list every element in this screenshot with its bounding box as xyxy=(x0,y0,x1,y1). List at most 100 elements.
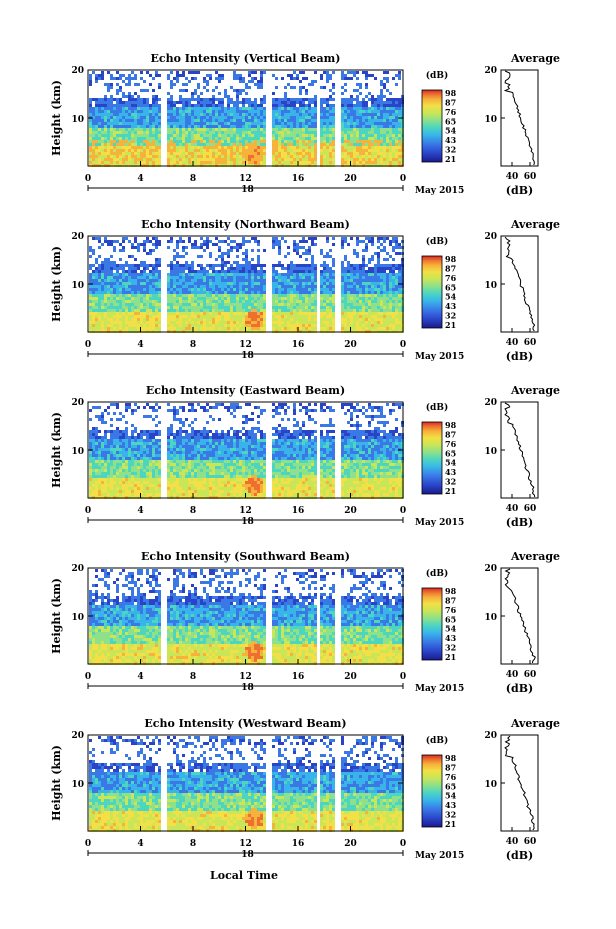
x-tick-label: 0 xyxy=(85,672,91,682)
profile-y-tick: 10 xyxy=(484,613,497,623)
x-tick-label: 16 xyxy=(292,340,305,350)
profile-x-tick: 40 xyxy=(506,504,519,514)
x-tick-label: 0 xyxy=(85,839,91,849)
colorbar-tick-label: 65 xyxy=(445,448,456,458)
colorbar-tick-label: 54 xyxy=(445,126,457,136)
heatmap xyxy=(89,403,404,499)
month-label: May 2015 xyxy=(415,352,464,362)
x-tick-label: 0 xyxy=(400,672,406,682)
x-tick-label: 0 xyxy=(400,839,406,849)
month-label: May 2015 xyxy=(415,684,464,694)
profile-x-tick: 40 xyxy=(506,670,519,680)
y-tick-label: 20 xyxy=(71,398,84,408)
y-axis-label: Height (km) xyxy=(50,246,63,322)
profile-title: Average xyxy=(510,218,560,231)
x-tick-label: 16 xyxy=(292,174,305,184)
profile-y-tick: 10 xyxy=(484,447,497,457)
panel-title: Echo Intensity (Northward Beam) xyxy=(141,218,350,231)
colorbar-tick-label: 76 xyxy=(445,605,457,615)
x-tick-label: 20 xyxy=(344,174,357,184)
date-label: 18 xyxy=(241,683,254,693)
profile-title: Average xyxy=(510,384,560,397)
date-label: 18 xyxy=(241,850,254,860)
x-tick-label: 0 xyxy=(85,174,91,184)
date-label: 18 xyxy=(241,517,254,527)
x-tick-label: 0 xyxy=(400,340,406,350)
profile-frame xyxy=(500,69,539,167)
y-tick-label: 20 xyxy=(71,66,84,76)
colorbar-tick-label: 87 xyxy=(445,263,456,273)
x-tick-label: 8 xyxy=(190,340,196,350)
colorbar-tick-label: 32 xyxy=(445,311,456,321)
profile-line xyxy=(503,70,535,166)
profile-y-tick: 20 xyxy=(484,398,497,408)
x-tick-label: 4 xyxy=(137,672,143,682)
colorbar-unit: (dB) xyxy=(426,402,448,413)
colorbar xyxy=(421,421,443,495)
y-tick-label: 10 xyxy=(71,447,84,457)
colorbar xyxy=(421,89,443,163)
profile-line xyxy=(504,735,535,831)
x-tick-label: 8 xyxy=(190,672,196,682)
colorbar-tick-label: 54 xyxy=(445,791,457,801)
profile-line xyxy=(504,236,536,332)
panel-title: Echo Intensity (Southward Beam) xyxy=(141,550,350,563)
colorbar-tick-label: 98 xyxy=(445,753,457,763)
y-tick-label: 10 xyxy=(71,780,84,790)
colorbar xyxy=(421,255,443,329)
profile-x-tick: 60 xyxy=(524,670,537,680)
profile-y-tick: 10 xyxy=(484,115,497,125)
panel-2: Echo Intensity (Eastward Beam) 20 10 Height… xyxy=(50,384,560,529)
profile-title: Average xyxy=(510,550,560,563)
colorbar-tick-label: 98 xyxy=(445,586,457,596)
profile-x-tick: 60 xyxy=(524,504,537,514)
y-axis-label: Height (km) xyxy=(50,745,63,821)
colorbar-tick-label: 76 xyxy=(445,107,457,117)
colorbar-tick-label: 87 xyxy=(445,762,456,772)
heatmap xyxy=(89,237,404,333)
profile-y-tick: 10 xyxy=(484,780,497,790)
colorbar-tick-label: 54 xyxy=(445,458,457,468)
x-tick-label: 16 xyxy=(292,839,305,849)
x-tick-label: 12 xyxy=(239,506,252,516)
profile-y-tick: 20 xyxy=(484,232,497,242)
panel-title: Echo Intensity (Westward Beam) xyxy=(144,717,346,730)
y-axis-label: Height (km) xyxy=(50,412,63,488)
x-tick-label: 0 xyxy=(400,174,406,184)
colorbar-tick-label: 21 xyxy=(445,486,456,496)
colorbar-tick-label: 43 xyxy=(445,467,457,477)
profile-frame xyxy=(500,567,539,665)
x-tick-label: 4 xyxy=(137,340,143,350)
x-tick-label: 4 xyxy=(137,839,143,849)
x-tick-label: 8 xyxy=(190,174,196,184)
x-tick-label: 12 xyxy=(239,174,252,184)
x-tick-label: 0 xyxy=(400,506,406,516)
date-label: 18 xyxy=(241,185,254,195)
profile-xlabel: (dB) xyxy=(506,350,533,363)
colorbar-tick-label: 65 xyxy=(445,116,456,126)
colorbar-tick-label: 54 xyxy=(445,292,457,302)
figure-xlabel: Local Time xyxy=(210,869,278,882)
colorbar-tick-label: 87 xyxy=(445,595,456,605)
x-tick-label: 8 xyxy=(190,839,196,849)
colorbar-tick-label: 32 xyxy=(445,477,456,487)
colorbar-tick-label: 43 xyxy=(445,800,457,810)
colorbar-tick-label: 65 xyxy=(445,781,456,791)
colorbar-tick-label: 98 xyxy=(445,254,457,264)
y-axis-label: Height (km) xyxy=(50,578,63,654)
profile-frame xyxy=(500,235,539,333)
heatmap xyxy=(89,71,404,167)
panel-3: Echo Intensity (Southward Beam) 20 10 Heigh… xyxy=(50,550,560,695)
x-tick-label: 20 xyxy=(344,340,357,350)
profile-title: Average xyxy=(510,717,560,730)
profile-xlabel: (dB) xyxy=(506,849,533,862)
y-tick-label: 10 xyxy=(71,115,84,125)
colorbar-tick-label: 54 xyxy=(445,624,457,634)
profile-x-tick: 40 xyxy=(506,837,519,847)
profile-y-tick: 20 xyxy=(484,564,497,574)
x-tick-label: 0 xyxy=(85,506,91,516)
panel-title: Echo Intensity (Eastward Beam) xyxy=(146,384,345,397)
panel-title: Echo Intensity (Vertical Beam) xyxy=(150,52,340,65)
profile-x-tick: 60 xyxy=(524,837,537,847)
